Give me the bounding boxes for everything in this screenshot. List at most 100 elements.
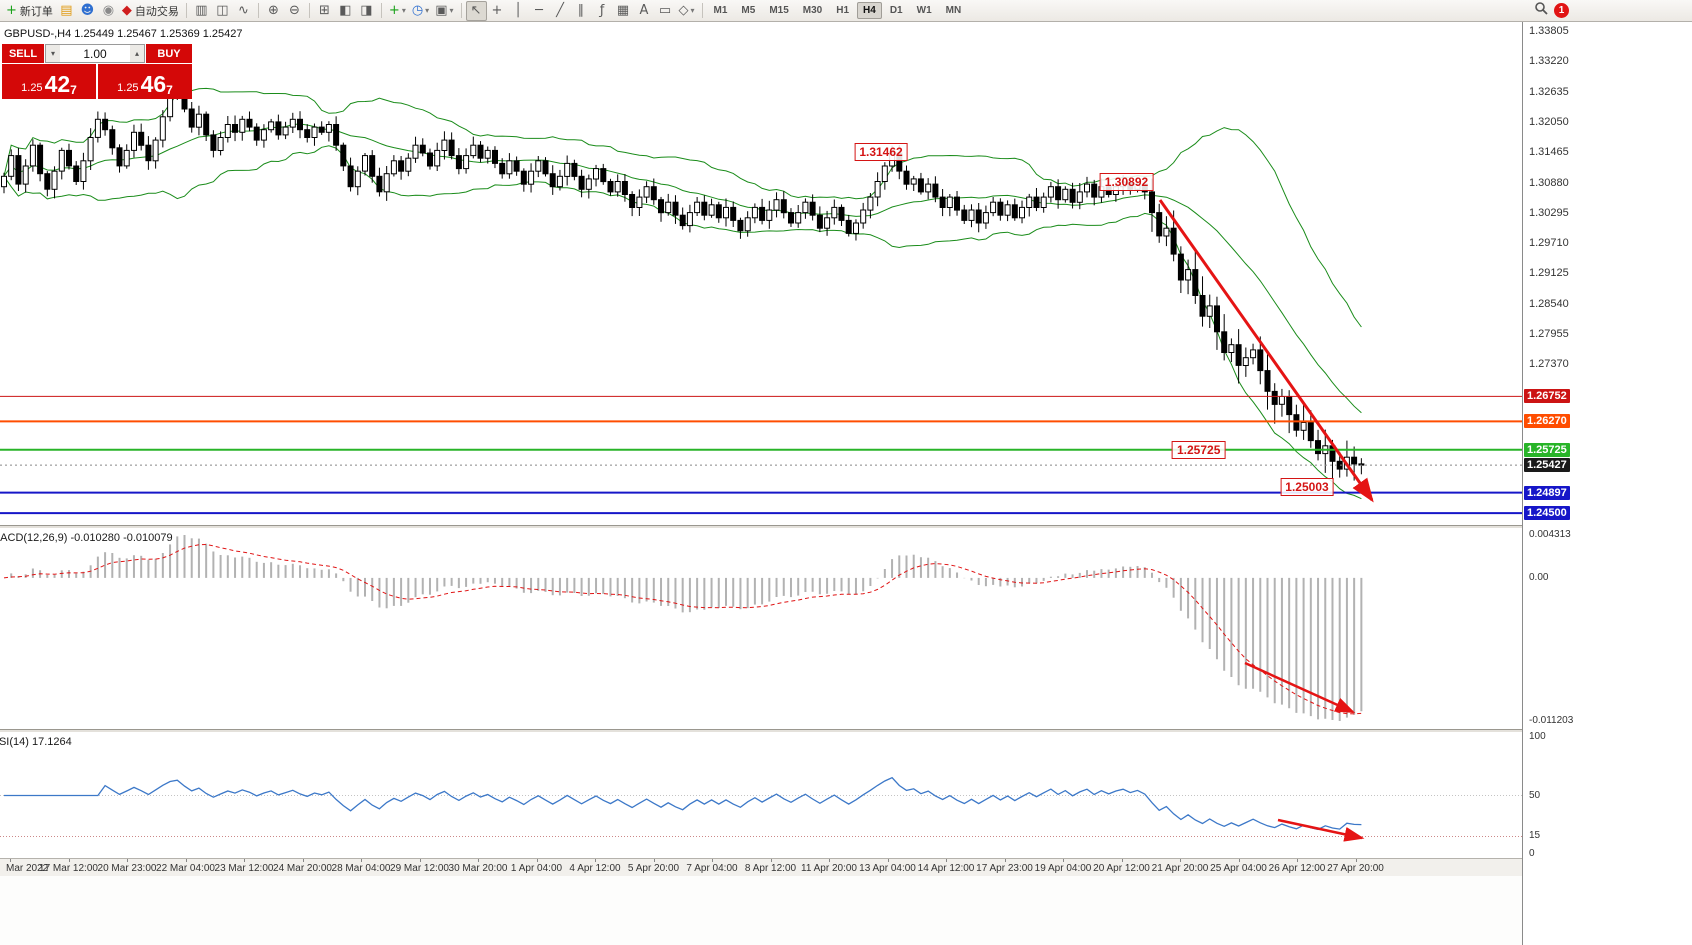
shapes-grid-button[interactable]: ▦ [613,1,634,21]
rsi-canvas[interactable] [0,733,1522,858]
timeframe-h1[interactable]: H1 [836,5,850,16]
toolbar-separator [460,3,462,18]
line-chart-button[interactable]: ∿ [233,1,254,21]
auto-arrange-button[interactable]: ◧ [335,1,356,21]
macd-pane[interactable]: MACD(12,26,9) -0.010280 -0.010079 [0,529,1522,729]
vertical-line-icon: │ [514,2,522,18]
bid-price-digits: 42 [44,71,71,97]
volume-increase-button[interactable]: ▴ [130,45,144,62]
auto-scroll-button[interactable]: ◨ [356,1,377,21]
level-badge-blue[interactable]: 1.24500 [1524,506,1570,521]
price-axis-label: 1.33805 [1529,25,1569,37]
time-axis-label: 22 Mar 04:00 [156,863,215,874]
level-badge-green[interactable]: 1.25725 [1524,442,1570,457]
zoom-in-button[interactable]: ⊕ [263,1,284,21]
notification-badge[interactable]: 1 [1554,3,1569,18]
chevron-down-icon: ▾ [449,6,454,15]
arrange-windows-icon: ◧ [339,2,352,18]
indicators-button[interactable]: + ▾ [386,1,409,21]
new-order-button[interactable]: + 新订单 [3,1,56,21]
pane-splitter[interactable] [0,525,1692,529]
volume-stepper[interactable]: ▾ 1.00 ▴ [45,44,145,63]
volume-decrease-button[interactable]: ▾ [46,45,60,62]
crosshair-button[interactable]: + [487,1,508,21]
level-badge-blue[interactable]: 1.24897 [1524,485,1570,500]
chevron-down-icon: ▾ [425,6,430,15]
buy-button[interactable]: BUY [146,44,192,63]
market-button[interactable]: ▤ [56,1,77,21]
bar-chart-button[interactable]: ▥ [191,1,212,21]
price-label-annotation[interactable]: 1.30892 [1099,172,1154,191]
time-axis-tick [1297,859,1298,862]
cursor-icon: ↖ [470,2,482,18]
new-order-button-label: 新订单 [19,5,53,18]
timeframe-mn[interactable]: MN [945,5,962,16]
time-axis-tick [419,859,421,862]
rsi-pane[interactable]: RSI(14) 17.1264 [0,733,1522,858]
price-label-annotation[interactable]: 1.25725 [1172,440,1226,459]
cursor-button[interactable]: ↖ [465,0,487,21]
trendline-button[interactable]: ╱ [550,1,571,21]
pane-splitter[interactable] [0,729,1692,733]
periods-button[interactable]: ◷ ▾ [409,1,432,21]
level-badge-red[interactable]: 1.26752 [1524,389,1570,404]
algo-trading-button[interactable]: ◆ 自动交易 [119,1,182,21]
time-axis-label: 13 Apr 04:00 [859,863,916,874]
time-axis[interactable]: Mar 2022 17 Mar 12:00 20 Mar 23:00 22 Mar 0… [0,858,1692,876]
bollinger-lower-band[interactable] [3,145,1362,500]
templates-button[interactable]: ▣ ▾ [432,1,456,21]
help-button[interactable]: ◉ [98,1,119,21]
label-button[interactable]: ▭ [655,1,676,21]
current-price-badge[interactable]: 1.25427 [1524,458,1570,473]
level-badge-orange[interactable]: 1.26270 [1524,414,1570,429]
time-axis-label: 4 Apr 12:00 [569,863,621,874]
objects-button[interactable]: ◇ ▾ [676,1,698,21]
time-axis-label: 21 Apr 20:00 [1151,863,1209,874]
price-axis-label: 1.29125 [1529,267,1569,280]
zoom-out-button[interactable]: ⊖ [284,1,305,21]
timeframe-h4[interactable]: H4 [857,2,882,19]
magnifier-icon[interactable] [1534,1,1548,20]
text-button[interactable]: A [634,1,655,21]
horizontal-line-button[interactable]: ─ [529,1,550,21]
empty-area [0,876,1692,945]
volume-value[interactable]: 1.00 [83,46,107,61]
candle-chart-button[interactable]: ◫ [212,1,233,21]
rsi-axis-label: 50 [1529,789,1541,801]
chevron-down-icon: ▾ [401,6,406,15]
sell-button[interactable]: SELL [2,44,44,63]
chart-template-icon: ▣ [435,2,448,18]
timeframe-m30[interactable]: M30 [802,5,823,16]
price-axis[interactable]: 1.33805 1.33220 1.32635 1.32050 1.31465 1.308… [1522,22,1692,945]
timeframe-m15[interactable]: M15 [769,5,789,16]
ask-price-pipette: 7 [166,83,173,97]
price-axis-label: 1.27370 [1529,358,1569,371]
toolbar-separator [185,3,187,18]
price-label-annotation[interactable]: 1.31462 [854,143,908,162]
timeframe-m1[interactable]: M1 [713,5,728,16]
time-axis-tick [1180,859,1181,862]
timeframe-d1[interactable]: D1 [889,5,903,16]
time-axis-tick [478,859,479,862]
bid-price[interactable]: 1.25 42 7 [2,64,96,99]
channel-button[interactable]: ∥ [571,1,592,21]
time-axis-tick [829,859,830,862]
toolbar-separator [701,3,703,18]
rsi-axis-label: 100 [1529,731,1546,742]
macd-canvas[interactable] [0,529,1522,729]
toolbar-right-group: 1 [1534,1,1569,20]
timeframe-w1[interactable]: W1 [916,5,932,16]
ask-price[interactable]: 1.25 46 7 [98,64,192,99]
price-label-annotation[interactable]: 1.25003 [1280,478,1334,497]
fibonacci-button[interactable]: ƒ [592,1,613,21]
timeframe-m5[interactable]: M5 [741,5,756,16]
time-axis-label: 1 Apr 04:00 [510,863,563,874]
bollinger-middle-band[interactable] [3,123,1362,414]
vertical-line-button[interactable]: │ [508,1,529,21]
tile-windows-button[interactable]: ⊞ [314,1,335,21]
price-chart-canvas[interactable] [0,22,1522,525]
profile-button[interactable]: ☻ [77,1,98,21]
horizontal-line-icon: ─ [535,2,543,18]
price-pane[interactable]: GBPUSD-,H4 1.25449 1.25467 1.25369 1.254… [0,22,1522,525]
time-axis-tick [887,859,889,862]
